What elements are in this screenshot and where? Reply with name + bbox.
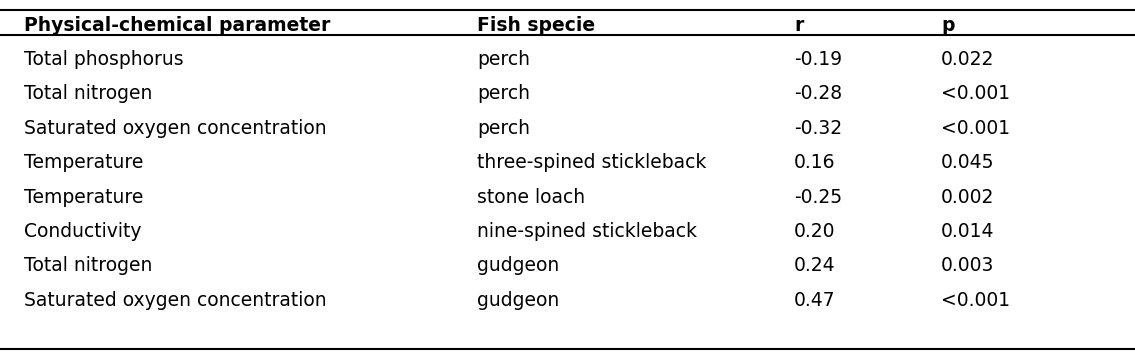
Text: Conductivity: Conductivity — [24, 222, 142, 241]
Text: gudgeon: gudgeon — [477, 291, 560, 310]
Text: Total phosphorus: Total phosphorus — [24, 50, 184, 69]
Text: 0.003: 0.003 — [941, 256, 994, 275]
Text: gudgeon: gudgeon — [477, 256, 560, 275]
Text: 0.16: 0.16 — [794, 153, 835, 172]
Text: 0.20: 0.20 — [794, 222, 835, 241]
Text: Physical-chemical parameter: Physical-chemical parameter — [24, 17, 330, 35]
Text: Temperature: Temperature — [24, 188, 143, 206]
Text: Fish specie: Fish specie — [477, 17, 595, 35]
Text: 0.022: 0.022 — [941, 50, 994, 69]
Text: perch: perch — [477, 84, 530, 103]
Text: -0.25: -0.25 — [794, 188, 842, 206]
Text: r: r — [794, 17, 804, 35]
Text: p: p — [941, 17, 955, 35]
Text: -0.32: -0.32 — [794, 119, 842, 138]
Text: Temperature: Temperature — [24, 153, 143, 172]
Text: <0.001: <0.001 — [941, 291, 1010, 310]
Text: nine-spined stickleback: nine-spined stickleback — [477, 222, 697, 241]
Text: perch: perch — [477, 50, 530, 69]
Text: -0.19: -0.19 — [794, 50, 842, 69]
Text: <0.001: <0.001 — [941, 84, 1010, 103]
Text: Total nitrogen: Total nitrogen — [24, 256, 152, 275]
Text: 0.045: 0.045 — [941, 153, 994, 172]
Text: <0.001: <0.001 — [941, 119, 1010, 138]
Text: perch: perch — [477, 119, 530, 138]
Text: 0.47: 0.47 — [794, 291, 835, 310]
Text: -0.28: -0.28 — [794, 84, 842, 103]
Text: Total nitrogen: Total nitrogen — [24, 84, 152, 103]
Text: Saturated oxygen concentration: Saturated oxygen concentration — [24, 119, 327, 138]
Text: 0.24: 0.24 — [794, 256, 835, 275]
Text: 0.002: 0.002 — [941, 188, 994, 206]
Text: 0.014: 0.014 — [941, 222, 994, 241]
Text: Saturated oxygen concentration: Saturated oxygen concentration — [24, 291, 327, 310]
Text: stone loach: stone loach — [477, 188, 585, 206]
Text: three-spined stickleback: three-spined stickleback — [477, 153, 706, 172]
